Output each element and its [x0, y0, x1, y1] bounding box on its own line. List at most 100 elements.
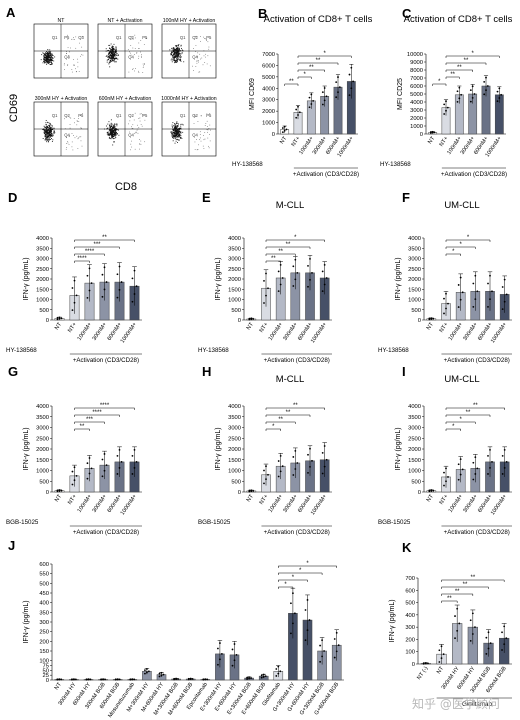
flow-dot: [113, 126, 115, 127]
flow-dot: [112, 45, 114, 47]
significance-marker: *: [306, 561, 309, 567]
data-point: [443, 484, 445, 487]
flow-dot: [50, 60, 52, 62]
flow-dot: [140, 124, 142, 125]
footer-activation: + Glofitamab: [457, 701, 493, 708]
flow-dot: [138, 127, 140, 128]
data-point: [281, 131, 284, 134]
flow-dot: [46, 60, 48, 62]
flow-dot: [110, 52, 112, 54]
y-tick-label: 1000: [36, 298, 49, 304]
flow-dot: [177, 59, 179, 61]
y-tick-label: 0: [418, 318, 421, 324]
data-point: [285, 128, 288, 131]
data-point: [283, 129, 286, 132]
flow-dot: [173, 48, 175, 50]
y-tick-label: 3000: [408, 257, 421, 263]
flow-dot: [178, 133, 180, 134]
data-point: [131, 454, 134, 457]
data-point: [321, 103, 324, 106]
data-point: [485, 653, 488, 655]
flow-dot: [109, 133, 111, 135]
flow-dot: [146, 38, 147, 39]
flow-dot: [173, 129, 175, 130]
flow-dot: [48, 135, 50, 137]
data-point: [496, 100, 499, 103]
flow-dot: [78, 71, 80, 72]
flow-dot: [50, 124, 52, 126]
flow-dot: [175, 48, 177, 49]
flow-dot: [111, 46, 113, 48]
flow-dot: [209, 65, 211, 67]
data-point: [131, 678, 134, 681]
flow-dot: [111, 56, 113, 58]
flow-dot: [173, 137, 175, 139]
flow-dot: [73, 59, 75, 61]
flow-dot: [139, 143, 141, 145]
flow-dot: [53, 130, 55, 132]
flow-dot: [111, 137, 113, 139]
data-point: [485, 76, 487, 79]
data-point: [233, 643, 236, 645]
flow-dot: [52, 135, 54, 137]
flow-dot: [51, 57, 53, 59]
flow-dot: [171, 47, 173, 49]
flow-dot: [109, 126, 111, 128]
flow-dot: [80, 136, 82, 138]
data-point: [323, 283, 326, 286]
flow-dot: [112, 131, 114, 132]
flow-dot: [110, 134, 111, 136]
flow-dot: [110, 51, 112, 53]
flow-dot: [205, 56, 206, 58]
flow-dot: [112, 127, 113, 129]
flow-dot: [108, 134, 110, 136]
flow-dot: [46, 134, 48, 136]
flow-dot: [67, 47, 69, 49]
data-point: [283, 125, 286, 128]
flow-dot: [172, 54, 174, 56]
flow-dot: [206, 40, 207, 41]
flow-dot: [74, 39, 75, 41]
flow-dot: [43, 125, 45, 127]
flow-dot: [44, 136, 46, 138]
data-point: [422, 662, 425, 665]
y-tick-label: 600: [405, 588, 415, 594]
flow-dot: [116, 129, 118, 131]
flow-dot: [178, 45, 179, 46]
y-tick-label: 9000: [410, 60, 423, 66]
y-tick-label: 2000: [228, 277, 241, 283]
flow-dot: [48, 52, 50, 54]
data-point: [325, 458, 328, 461]
flow-dot: [112, 47, 114, 49]
flow-dot: [111, 134, 113, 136]
data-point: [489, 274, 491, 277]
flow-dot: [133, 38, 134, 40]
flow-dot: [108, 55, 110, 57]
data-point: [144, 669, 146, 672]
data-point: [325, 277, 328, 279]
data-point: [250, 489, 253, 492]
flow-dot: [178, 54, 180, 56]
flow-dot: [177, 142, 179, 143]
data-point: [496, 90, 499, 93]
significance-marker: ****: [85, 249, 95, 255]
data-point: [442, 653, 445, 656]
y-tick-label: 0: [46, 678, 49, 684]
panel-label-i: I: [402, 364, 406, 379]
gate-label: P5: [78, 113, 84, 118]
flow-dot: [172, 130, 174, 131]
flow-dot: [175, 135, 177, 137]
flow-dot: [203, 55, 205, 57]
flow-dot: [204, 132, 206, 133]
panel-label-c: C: [402, 6, 412, 21]
flow-dot: [174, 125, 176, 127]
data-point: [58, 316, 61, 319]
flow-dot: [78, 137, 79, 139]
flow-dot: [110, 57, 112, 59]
flow-dot: [64, 69, 65, 71]
flow-dot: [173, 136, 175, 138]
y-tick-label: 1000: [228, 298, 241, 304]
significance-marker: **: [102, 235, 107, 241]
flow-dot: [45, 135, 47, 137]
